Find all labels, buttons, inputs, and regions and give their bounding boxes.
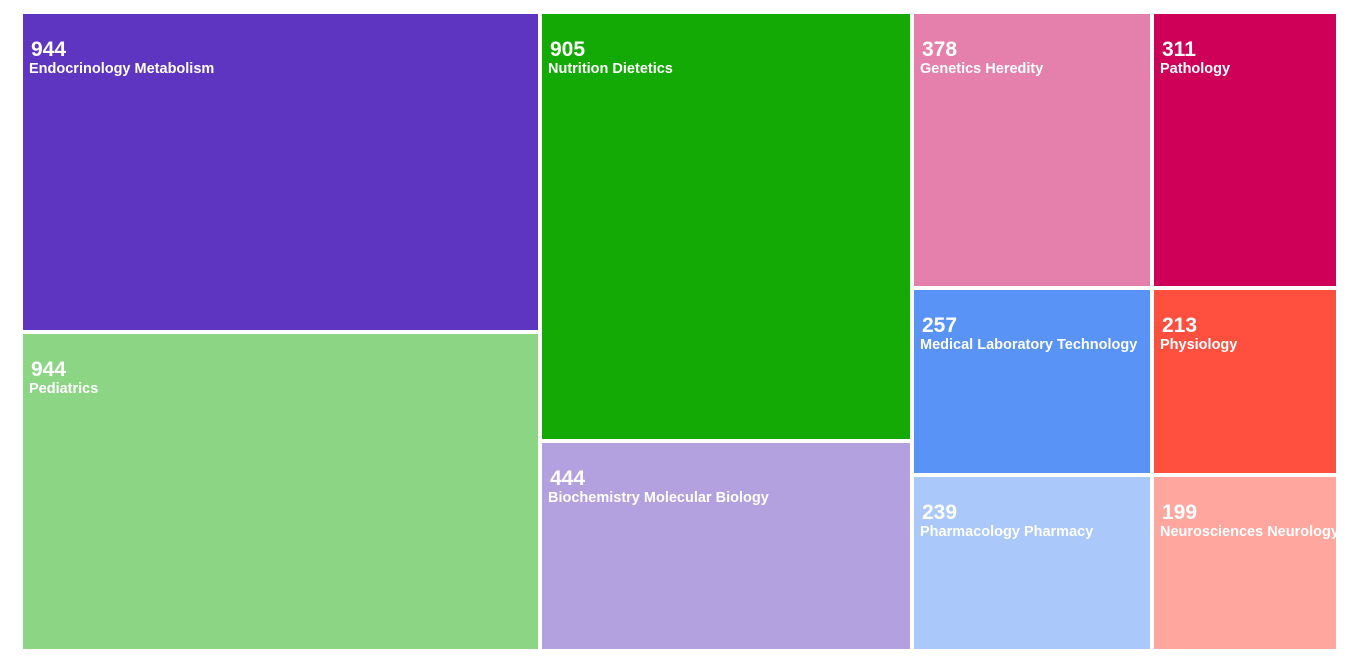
- tile-label: Physiology: [1160, 337, 1238, 353]
- tile-value: 378: [922, 38, 958, 61]
- tile-medical-laboratory-technology[interactable]: 257 Medical Laboratory Technology: [914, 290, 1150, 473]
- tile-pediatrics[interactable]: 944 Pediatrics: [23, 334, 538, 649]
- tile-value: 444: [550, 467, 586, 490]
- tile-label: Pharmacology Pharmacy: [920, 524, 1094, 540]
- tile-pathology[interactable]: 311 Pathology: [1154, 14, 1336, 286]
- tile-label: Endocrinology Metabolism: [29, 61, 215, 77]
- tile-nutrition-dietetics[interactable]: 905 Nutrition Dietetics: [542, 14, 910, 439]
- tile-label: Biochemistry Molecular Biology: [548, 490, 769, 506]
- tile-physiology[interactable]: 213 Physiology: [1154, 290, 1336, 473]
- tile-value: 905: [550, 38, 586, 61]
- tile-label: Pathology: [1160, 61, 1231, 77]
- tile-neurosciences-neurology[interactable]: 199 Neurosciences Neurology: [1154, 477, 1336, 649]
- tile-pharmacology-pharmacy[interactable]: 239 Pharmacology Pharmacy: [914, 477, 1150, 649]
- tile-label: Pediatrics: [29, 381, 99, 397]
- tile-endocrinology-metabolism[interactable]: 944 Endocrinology Metabolism: [23, 14, 538, 330]
- tile-biochemistry-molecular-biology[interactable]: 444 Biochemistry Molecular Biology: [542, 443, 910, 649]
- tile-label: Neurosciences Neurology: [1160, 524, 1336, 540]
- tile-value: 944: [31, 358, 67, 381]
- tile-value: 944: [31, 38, 67, 61]
- tile-label: Medical Laboratory Technology: [920, 337, 1138, 353]
- tile-genetics-heredity[interactable]: 378 Genetics Heredity: [914, 14, 1150, 286]
- tile-label: Genetics Heredity: [920, 61, 1044, 77]
- tile-value: 311: [1162, 38, 1196, 61]
- tile-value: 239: [922, 501, 958, 524]
- tile-value: 199: [1162, 501, 1198, 524]
- tile-value: 257: [922, 314, 958, 337]
- tile-value: 213: [1162, 314, 1198, 337]
- tile-label: Nutrition Dietetics: [548, 61, 673, 77]
